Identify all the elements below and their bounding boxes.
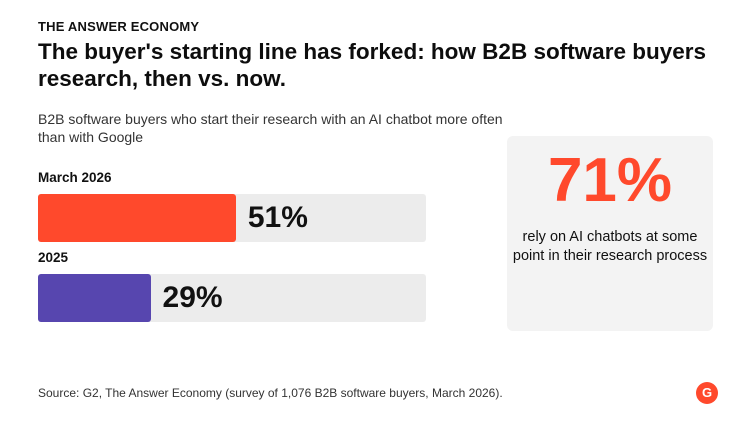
bar-value-label: 29% bbox=[162, 281, 223, 314]
callout-text: rely on AI chatbots at some point in the… bbox=[512, 229, 708, 264]
bar-category-label: 2025 bbox=[38, 250, 69, 265]
bar-track: 29% bbox=[38, 274, 426, 322]
chart-subtitle: B2B software buyers who start their rese… bbox=[38, 111, 503, 145]
bar bbox=[38, 274, 151, 322]
bar-track: 51% bbox=[38, 194, 426, 242]
kicker: THE ANSWER ECONOMY bbox=[38, 19, 200, 34]
g2-logo-icon: G bbox=[696, 382, 718, 404]
bar bbox=[38, 194, 236, 242]
callout-value: 71% bbox=[547, 146, 673, 215]
bar-value-label: 51% bbox=[247, 201, 308, 234]
source-note: Source: G2, The Answer Economy (survey o… bbox=[38, 386, 503, 400]
bar-chart: March 2026 51% 2025 29% bbox=[38, 170, 438, 340]
page-title: The buyer's starting line has forked: ho… bbox=[38, 39, 707, 91]
stat-callout-card: 71% rely on AI chatbots at some point in… bbox=[507, 136, 713, 331]
bar-category-label: March 2026 bbox=[38, 170, 112, 185]
